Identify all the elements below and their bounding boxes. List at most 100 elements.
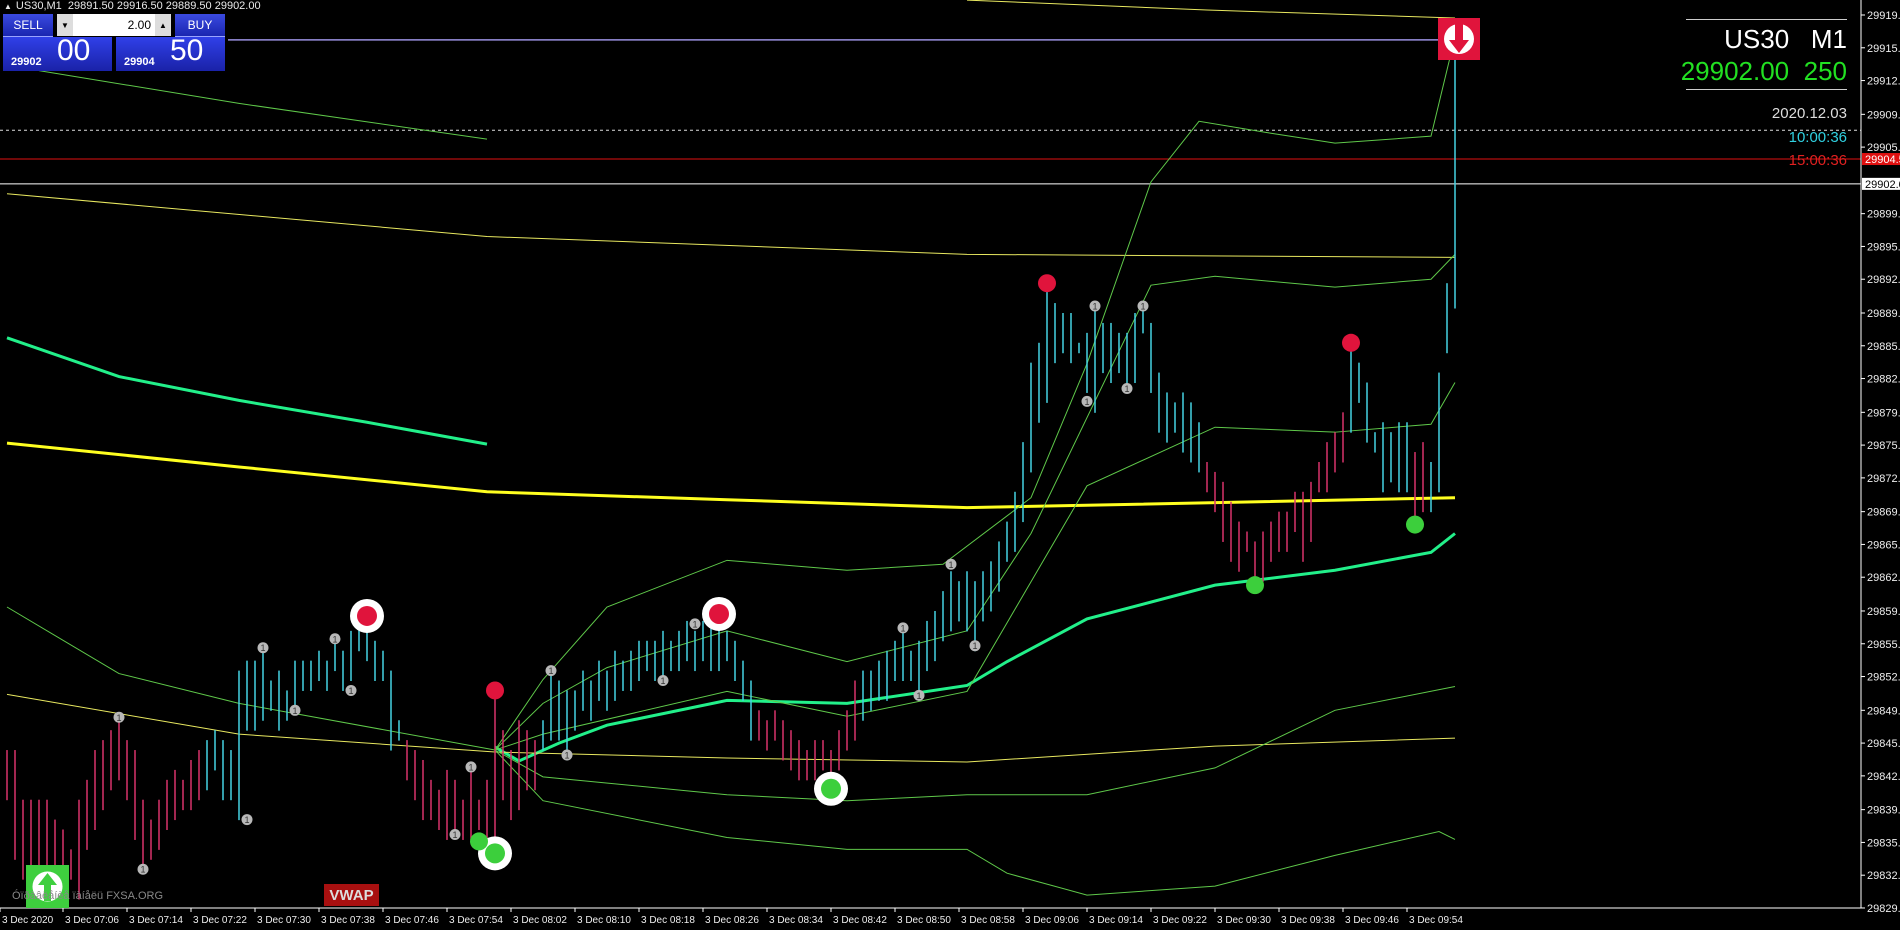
fractal-label: 1 <box>564 751 569 761</box>
chart-header: ▲ US30,M1 29891.50 29916.50 29889.50 2990… <box>4 0 261 12</box>
price-axis-label: 29889.0 <box>1867 308 1900 320</box>
collapse-triangle-icon[interactable]: ▲ <box>4 2 12 11</box>
price-axis-label: 29829.1 <box>1867 903 1900 915</box>
price-axis-label: 29842.4 <box>1867 771 1900 783</box>
fractal-marker-icon: 1 <box>289 704 301 716</box>
symbol-timeframe: US30,M1 <box>15 0 62 12</box>
price-axis-label: 29865.7 <box>1867 539 1900 551</box>
price-axis-label: 29832.4 <box>1867 870 1900 882</box>
price-tag-bid_line <box>1862 153 1900 166</box>
time-axis-label: 3 Dec 07:30 <box>257 915 311 926</box>
price-axis-label: 29845.7 <box>1867 738 1900 750</box>
increase-lot-icon[interactable]: ▲ <box>155 14 171 36</box>
fractal-marker-icon: 1 <box>657 675 669 687</box>
fractal-circle <box>137 863 149 875</box>
price-axis-label: 29852.4 <box>1867 672 1900 684</box>
info-price-value: 29902.00 <box>1680 56 1790 86</box>
sell-price-prefix: 29902 <box>11 56 42 68</box>
green-dot-icon <box>1406 515 1424 534</box>
info-timeframe: M1 <box>1810 24 1847 54</box>
fractal-circle <box>345 684 357 696</box>
time-axis-label: 3 Dec 08:02 <box>513 915 567 926</box>
red-dot-icon <box>1038 274 1056 293</box>
time-axis-label: 3 Dec 09:14 <box>1089 915 1143 926</box>
fractal-label: 1 <box>1092 302 1097 312</box>
fractal-circle <box>241 814 253 826</box>
sell-price-pips: 00 <box>57 34 91 67</box>
sell-signal-arrow <box>1449 24 1469 53</box>
time-axis-label: 3 Dec 08:42 <box>833 915 887 926</box>
yellow-thin-low <box>6 693 1456 763</box>
fractal-marker-icon: 1 <box>137 863 149 875</box>
buy-button[interactable]: BUY <box>175 14 225 37</box>
band-3 <box>494 382 1456 751</box>
green-dot-icon <box>1246 576 1264 595</box>
info-price: 29902.00 250 <box>1681 56 1847 87</box>
fractal-label: 1 <box>948 560 953 570</box>
price-axis-label: 29835.7 <box>1867 837 1900 849</box>
buy-signal-arrow-icon[interactable] <box>26 865 69 908</box>
lot-size-stepper[interactable]: ▼ 2.00 ▲ <box>57 14 171 36</box>
price-axis-label: 29869.0 <box>1867 507 1900 519</box>
time-axis-label: 3 Dec 08:50 <box>897 915 951 926</box>
info-divider-top <box>1686 19 1847 20</box>
info-date: 2020.12.03 <box>1771 105 1847 122</box>
vwap-button[interactable]: VWAP <box>324 884 379 906</box>
fractal-label: 1 <box>244 815 249 825</box>
buy-price-prefix: 29904 <box>124 56 155 68</box>
buy-price-pips: 50 <box>170 34 204 67</box>
sell-button[interactable]: SELL <box>3 14 53 37</box>
info-symbol: US30 M1 <box>1724 24 1847 55</box>
fractal-label: 1 <box>1140 302 1145 312</box>
fractal-marker-icon: 1 <box>545 665 557 677</box>
fractal-label: 1 <box>116 713 121 723</box>
fractal-marker-icon: 1 <box>449 828 461 840</box>
time-axis-label: 3 Dec 07:06 <box>65 915 119 926</box>
green-thin-low-left <box>6 606 496 751</box>
time-axis-label: 3 Dec 09:30 <box>1217 915 1271 926</box>
red-dot-icon <box>486 681 504 700</box>
price-axis-label: 29912.4 <box>1867 76 1900 88</box>
time-axis-label: 3 Dec 09:38 <box>1281 915 1335 926</box>
price-axis-label: 29885.7 <box>1867 341 1900 353</box>
fractal-label: 1 <box>660 676 665 686</box>
time-axis-label: 3 Dec 08:58 <box>961 915 1015 926</box>
red-dot-icon <box>1342 333 1360 352</box>
fractal-marker-icon: 1 <box>1089 300 1101 312</box>
lot-size-input[interactable]: 2.00 <box>127 18 151 32</box>
time-axis-label: 3 Dec 09:54 <box>1409 915 1463 926</box>
fractal-label: 1 <box>348 686 353 696</box>
fractal-circle <box>1089 300 1101 312</box>
fractal-marker-icon: 1 <box>1121 382 1133 394</box>
price-axis-label: 29855.7 <box>1867 639 1900 651</box>
sell-price-button[interactable]: 29902 00 <box>3 34 112 71</box>
fractal-circle <box>449 828 461 840</box>
time-axis-label: 3 Dec 07:14 <box>129 915 183 926</box>
decrease-lot-icon[interactable]: ▼ <box>57 14 73 36</box>
fractal-marker-icon: 1 <box>969 640 981 652</box>
fractal-label: 1 <box>292 706 297 716</box>
fractal-label: 1 <box>332 634 337 644</box>
price-axis-label: 29839.0 <box>1867 805 1900 817</box>
price-axis-label: 29905.7 <box>1867 142 1900 154</box>
price-axis-label: 29909.0 <box>1867 109 1900 121</box>
fractal-label: 1 <box>468 762 473 772</box>
price-axis-label: 29875.7 <box>1867 440 1900 452</box>
fractal-label: 1 <box>1124 384 1129 394</box>
yellow-thin-2 <box>6 193 1456 258</box>
band-4 <box>494 685 1456 802</box>
watermark: Óïðàâëåíèå ïàíåëü FXSA.ORG <box>12 890 164 902</box>
price-axis-label: 29879.0 <box>1867 407 1900 419</box>
price-axis-label: 29872.4 <box>1867 473 1900 485</box>
fractal-label: 1 <box>1084 397 1089 407</box>
time-axis-label: 3 Dec 09:46 <box>1345 915 1399 926</box>
fractal-label: 1 <box>692 619 697 629</box>
band-5 <box>494 749 1456 896</box>
fractal-marker-icon: 1 <box>113 711 125 723</box>
price-tag-label: 29902.0 <box>1865 179 1900 191</box>
buy-price-button[interactable]: 29904 50 <box>116 34 225 71</box>
fractal-marker-icon: 1 <box>1081 395 1093 407</box>
fractal-marker-icon: 1 <box>257 642 269 654</box>
price-axis-label: 29919.0 <box>1867 10 1900 22</box>
